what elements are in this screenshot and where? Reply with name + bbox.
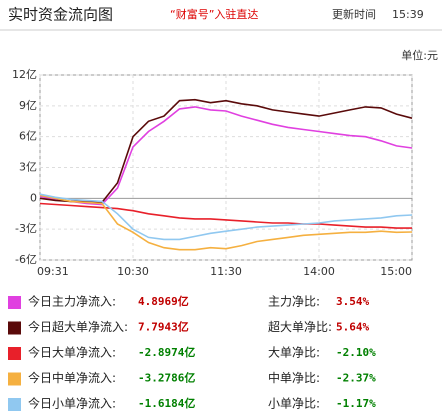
ratio-label: 小单净比:: [268, 397, 320, 411]
ratio-value: -1.17%: [336, 397, 376, 410]
y-tick-label: 12亿: [12, 68, 37, 81]
row-value: -3.2786亿: [138, 371, 195, 385]
y-tick-label: 9亿: [19, 99, 37, 112]
legend-label: 今日大单净流入:: [28, 345, 116, 360]
y-tick-label: -6亿: [15, 253, 37, 266]
y-tick-label: 0: [30, 191, 37, 204]
ratio-value: -2.10%: [336, 346, 376, 359]
ratio-value: 5.64%: [336, 321, 369, 334]
row-value: -2.8974亿: [138, 345, 195, 359]
update-time: 15:39: [392, 8, 424, 21]
y-tick-label: 6亿: [19, 130, 37, 143]
legend-swatch: [8, 321, 21, 335]
legend-swatch: [8, 296, 21, 309]
y-tick-label: -3亿: [15, 222, 37, 235]
series-line: [39, 202, 412, 229]
title: 实时资金流向图: [8, 6, 113, 24]
legend-swatch: [8, 398, 21, 411]
unit: 单位:元: [401, 48, 438, 62]
ratio-label: 主力净比:: [268, 295, 320, 309]
ratio-label: 超大单净比:: [268, 319, 332, 334]
y-tick-label: 3亿: [19, 161, 37, 174]
legend-label: 今日主力净流入:: [28, 294, 116, 309]
ratio-value: 3.54%: [336, 295, 369, 308]
ratio-value: -2.37%: [336, 372, 376, 385]
x-tick-label: 14:00: [303, 265, 335, 278]
x-tick-label: 09:31: [37, 265, 69, 278]
ratio-label: 大单净比:: [268, 346, 320, 360]
legend-label: 今日小单净流入:: [28, 396, 116, 411]
legend-label: 今日中单净流入:: [28, 370, 116, 385]
ratio-label: 中单净比:: [268, 370, 320, 385]
legend-swatch: [8, 372, 21, 386]
x-tick-label: 15:00: [380, 265, 412, 278]
row-value: -1.6184亿: [138, 396, 195, 410]
row-value: 4.8969亿: [138, 294, 189, 308]
update-label: 更新时间: [332, 7, 376, 21]
legend-swatch: [8, 347, 21, 360]
row-value: 7.7943亿: [138, 320, 189, 334]
series-line: [39, 194, 413, 251]
x-tick-label: 10:30: [117, 265, 149, 278]
link[interactable]: “财富号”入驻直达: [170, 7, 258, 21]
x-tick-label: 11:30: [210, 265, 242, 278]
legend-label: 今日超大单净流入:: [28, 319, 128, 334]
series-line: [39, 193, 413, 241]
